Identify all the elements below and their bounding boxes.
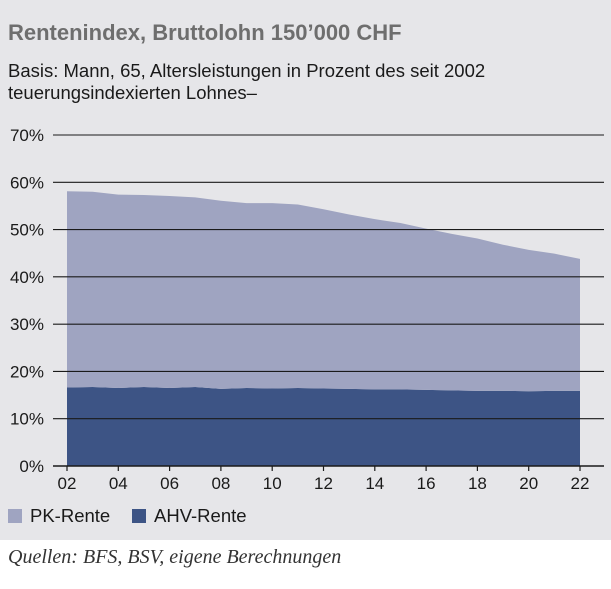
chart-subtitle: Basis: Mann, 65, Altersleistungen in Pro…	[8, 60, 608, 104]
legend-item-ahv-rente: AHV-Rente	[132, 504, 247, 528]
x-tick-label: 14	[365, 474, 384, 493]
subtitle-line-2: teuerungsindexierten Lohnes–	[8, 82, 257, 103]
x-tick-label: 02	[58, 474, 77, 493]
x-tick-label: 12	[314, 474, 333, 493]
y-tick-label: 40%	[10, 268, 44, 287]
x-tick-label: 16	[417, 474, 436, 493]
legend-label-ahv: AHV-Rente	[154, 505, 247, 526]
legend-item-pk-rente: PK-Rente	[8, 504, 110, 528]
source-note: Quellen: BFS, BSV, eigene Berechnungen	[8, 546, 342, 568]
y-tick-label: 20%	[10, 362, 44, 381]
x-tick-label: 04	[109, 474, 128, 493]
area-series-pk-rente	[67, 191, 580, 392]
area-chart: 0% 10% 20% 30% 40% 50% 60% 70% 02 04 06 08 10 12 14 16 1…	[10, 126, 604, 493]
legend-label-pk: PK-Rente	[30, 505, 111, 526]
chart-title: Rentenindex, Bruttolohn 150’000 CHF	[8, 20, 402, 45]
y-tick-label: 70%	[10, 126, 44, 145]
y-tick-label: 10%	[10, 410, 44, 429]
subtitle-line-1: Basis: Mann, 65, Altersleistungen in Pro…	[8, 60, 486, 81]
x-tick-label: 18	[468, 474, 487, 493]
x-tick-label: 20	[519, 474, 538, 493]
legend-swatch-ahv	[132, 509, 146, 523]
area-series-ahv-rente	[67, 387, 580, 466]
x-tick-label: 10	[263, 474, 282, 493]
x-tick-label: 06	[160, 474, 179, 493]
x-tick-label: 22	[571, 474, 590, 493]
y-tick-label: 50%	[10, 221, 44, 240]
y-tick-label: 0%	[19, 457, 44, 476]
y-tick-label: 60%	[10, 173, 44, 192]
chart-panel: Rentenindex, Bruttolohn 150’000 CHF Basi…	[0, 0, 611, 540]
legend-swatch-pk	[8, 509, 22, 523]
y-tick-label: 30%	[10, 315, 44, 334]
x-tick-label: 08	[211, 474, 230, 493]
